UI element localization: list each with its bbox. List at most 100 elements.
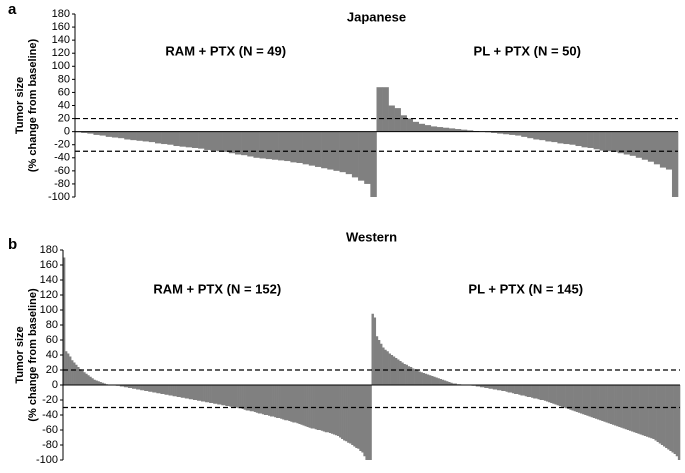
- bar: [235, 385, 238, 408]
- bar: [617, 131, 625, 154]
- y-tick-label: -40: [42, 409, 58, 421]
- bar: [129, 385, 133, 388]
- bar: [448, 128, 456, 132]
- y-tick-label: 180: [52, 8, 70, 20]
- bar: [192, 385, 196, 400]
- bar: [548, 385, 551, 403]
- bar: [435, 377, 438, 385]
- bar: [217, 385, 220, 405]
- bar: [322, 385, 326, 432]
- bar: [635, 131, 643, 158]
- bar: [186, 385, 190, 399]
- bar: [641, 131, 649, 160]
- bar: [520, 385, 523, 396]
- bar: [233, 385, 236, 408]
- bar: [99, 131, 107, 136]
- bar: [261, 385, 265, 415]
- bar: [416, 370, 419, 385]
- bar: [152, 385, 155, 393]
- bar: [142, 131, 150, 142]
- bar: [533, 131, 540, 140]
- group-label: PL + PTX (N = 145): [468, 281, 583, 296]
- y-tick-label: 0: [64, 126, 70, 138]
- bar: [499, 385, 502, 391]
- y-axis-label: (% change from baseline): [27, 288, 39, 422]
- y-tick-label: 80: [58, 73, 70, 85]
- bar: [111, 131, 119, 138]
- bar: [586, 385, 589, 416]
- bar: [518, 385, 521, 395]
- y-tick-label: -60: [42, 424, 58, 436]
- bar: [509, 131, 516, 135]
- y-axis-label: Tumor size: [14, 326, 26, 383]
- bar: [288, 385, 291, 421]
- bar: [557, 131, 564, 144]
- bar: [327, 131, 334, 170]
- bar: [77, 367, 80, 385]
- bar: [497, 131, 504, 134]
- bar: [136, 385, 139, 390]
- bar: [154, 385, 157, 393]
- y-tick-label: 120: [52, 47, 70, 59]
- bar: [210, 131, 217, 151]
- bar: [650, 385, 653, 439]
- y-tick-label: 160: [40, 259, 58, 271]
- bar: [87, 375, 90, 385]
- bar: [409, 367, 413, 385]
- bar: [370, 131, 377, 197]
- bar: [162, 385, 165, 394]
- y-tick-label: 40: [58, 99, 70, 111]
- y-tick-label: 100: [52, 60, 70, 72]
- bar: [148, 385, 151, 392]
- bar: [599, 385, 602, 421]
- bar: [247, 385, 251, 411]
- bar: [607, 385, 611, 424]
- bar: [623, 131, 631, 155]
- bar: [209, 385, 212, 403]
- bar: [364, 131, 371, 184]
- bar: [239, 385, 242, 409]
- bar: [675, 385, 679, 457]
- bar: [130, 131, 137, 141]
- bar: [616, 385, 619, 427]
- bar: [406, 118, 413, 132]
- bar: [593, 131, 600, 150]
- bar: [580, 385, 583, 414]
- bar: [477, 385, 481, 387]
- bar: [552, 385, 555, 404]
- bar: [671, 385, 674, 453]
- bar: [420, 372, 423, 385]
- bar: [211, 385, 214, 403]
- bar: [577, 385, 581, 413]
- bar: [426, 374, 430, 385]
- bar: [353, 385, 356, 447]
- bar: [584, 385, 587, 415]
- bar: [225, 385, 228, 406]
- bar: [648, 385, 651, 438]
- bar: [382, 347, 385, 385]
- bar: [321, 131, 328, 169]
- bar: [292, 385, 295, 423]
- bar: [551, 131, 558, 143]
- bar: [272, 385, 275, 417]
- bar: [537, 385, 540, 400]
- bar: [575, 131, 582, 147]
- bar: [373, 317, 377, 385]
- bar: [345, 385, 348, 442]
- bar: [191, 131, 199, 148]
- bar: [641, 385, 645, 436]
- bar: [65, 351, 68, 385]
- bar: [403, 364, 406, 385]
- bar: [190, 385, 194, 400]
- bar: [511, 385, 515, 394]
- bar: [99, 382, 102, 385]
- bar: [560, 385, 564, 407]
- bar: [83, 372, 86, 385]
- bar: [166, 385, 169, 395]
- bar: [367, 385, 370, 460]
- bar: [480, 385, 483, 388]
- bar: [401, 362, 404, 385]
- bar: [486, 385, 489, 388]
- bar: [386, 351, 389, 385]
